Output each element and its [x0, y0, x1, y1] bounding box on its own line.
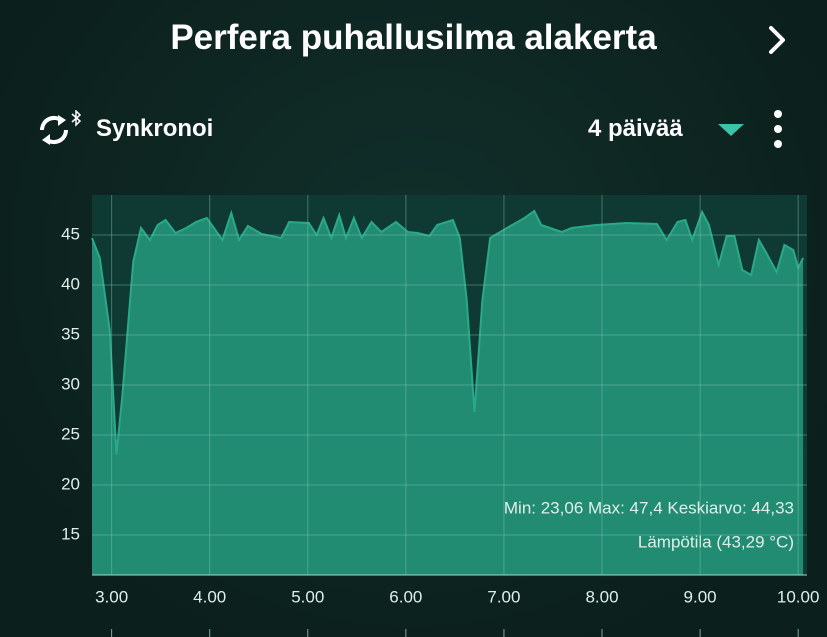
dropdown-arrow[interactable] — [716, 120, 746, 140]
area-fill — [92, 211, 804, 575]
x-tick-label: 5.00 — [291, 587, 324, 606]
next-button[interactable] — [762, 20, 792, 60]
area-line — [91, 209, 804, 455]
more-menu[interactable] — [766, 108, 790, 152]
y-tick-label: 25 — [61, 424, 80, 443]
chart: Lämpötila (43,29 °C) 15 20 25 30 35 40 45 3.00 4.… — [61, 195, 820, 637]
annotation: Min: 23,06 Max: 47,4 Keskiarvo: 44,33 — [504, 498, 794, 517]
legend-label: Lämpötila (43,29 °C) — [638, 532, 794, 551]
x-tick-label: 7.00 — [487, 587, 520, 606]
x-tick-label: 8.00 — [585, 587, 618, 606]
sync-label[interactable]: Synkronoi — [96, 115, 214, 142]
sync-icon[interactable] — [36, 110, 86, 150]
x-tick-label: 9.00 — [684, 587, 717, 606]
page-title: Perfera puhallusilma alakerta — [170, 18, 657, 57]
y-tick-label: 35 — [61, 324, 80, 343]
y-tick-label: 30 — [61, 374, 80, 393]
x-tick-label: 10.00 — [777, 587, 820, 606]
range-dropdown[interactable]: 4 päivää — [588, 115, 683, 142]
x-tick-label: 3.00 — [95, 587, 128, 606]
y-tick-label: 45 — [61, 224, 80, 243]
x-tick-label: 4.00 — [193, 587, 226, 606]
y-tick-label: 15 — [61, 524, 80, 543]
y-tick-label: 20 — [61, 474, 80, 493]
x-tick-label: 6.00 — [389, 587, 422, 606]
y-tick-label: 40 — [61, 274, 80, 293]
